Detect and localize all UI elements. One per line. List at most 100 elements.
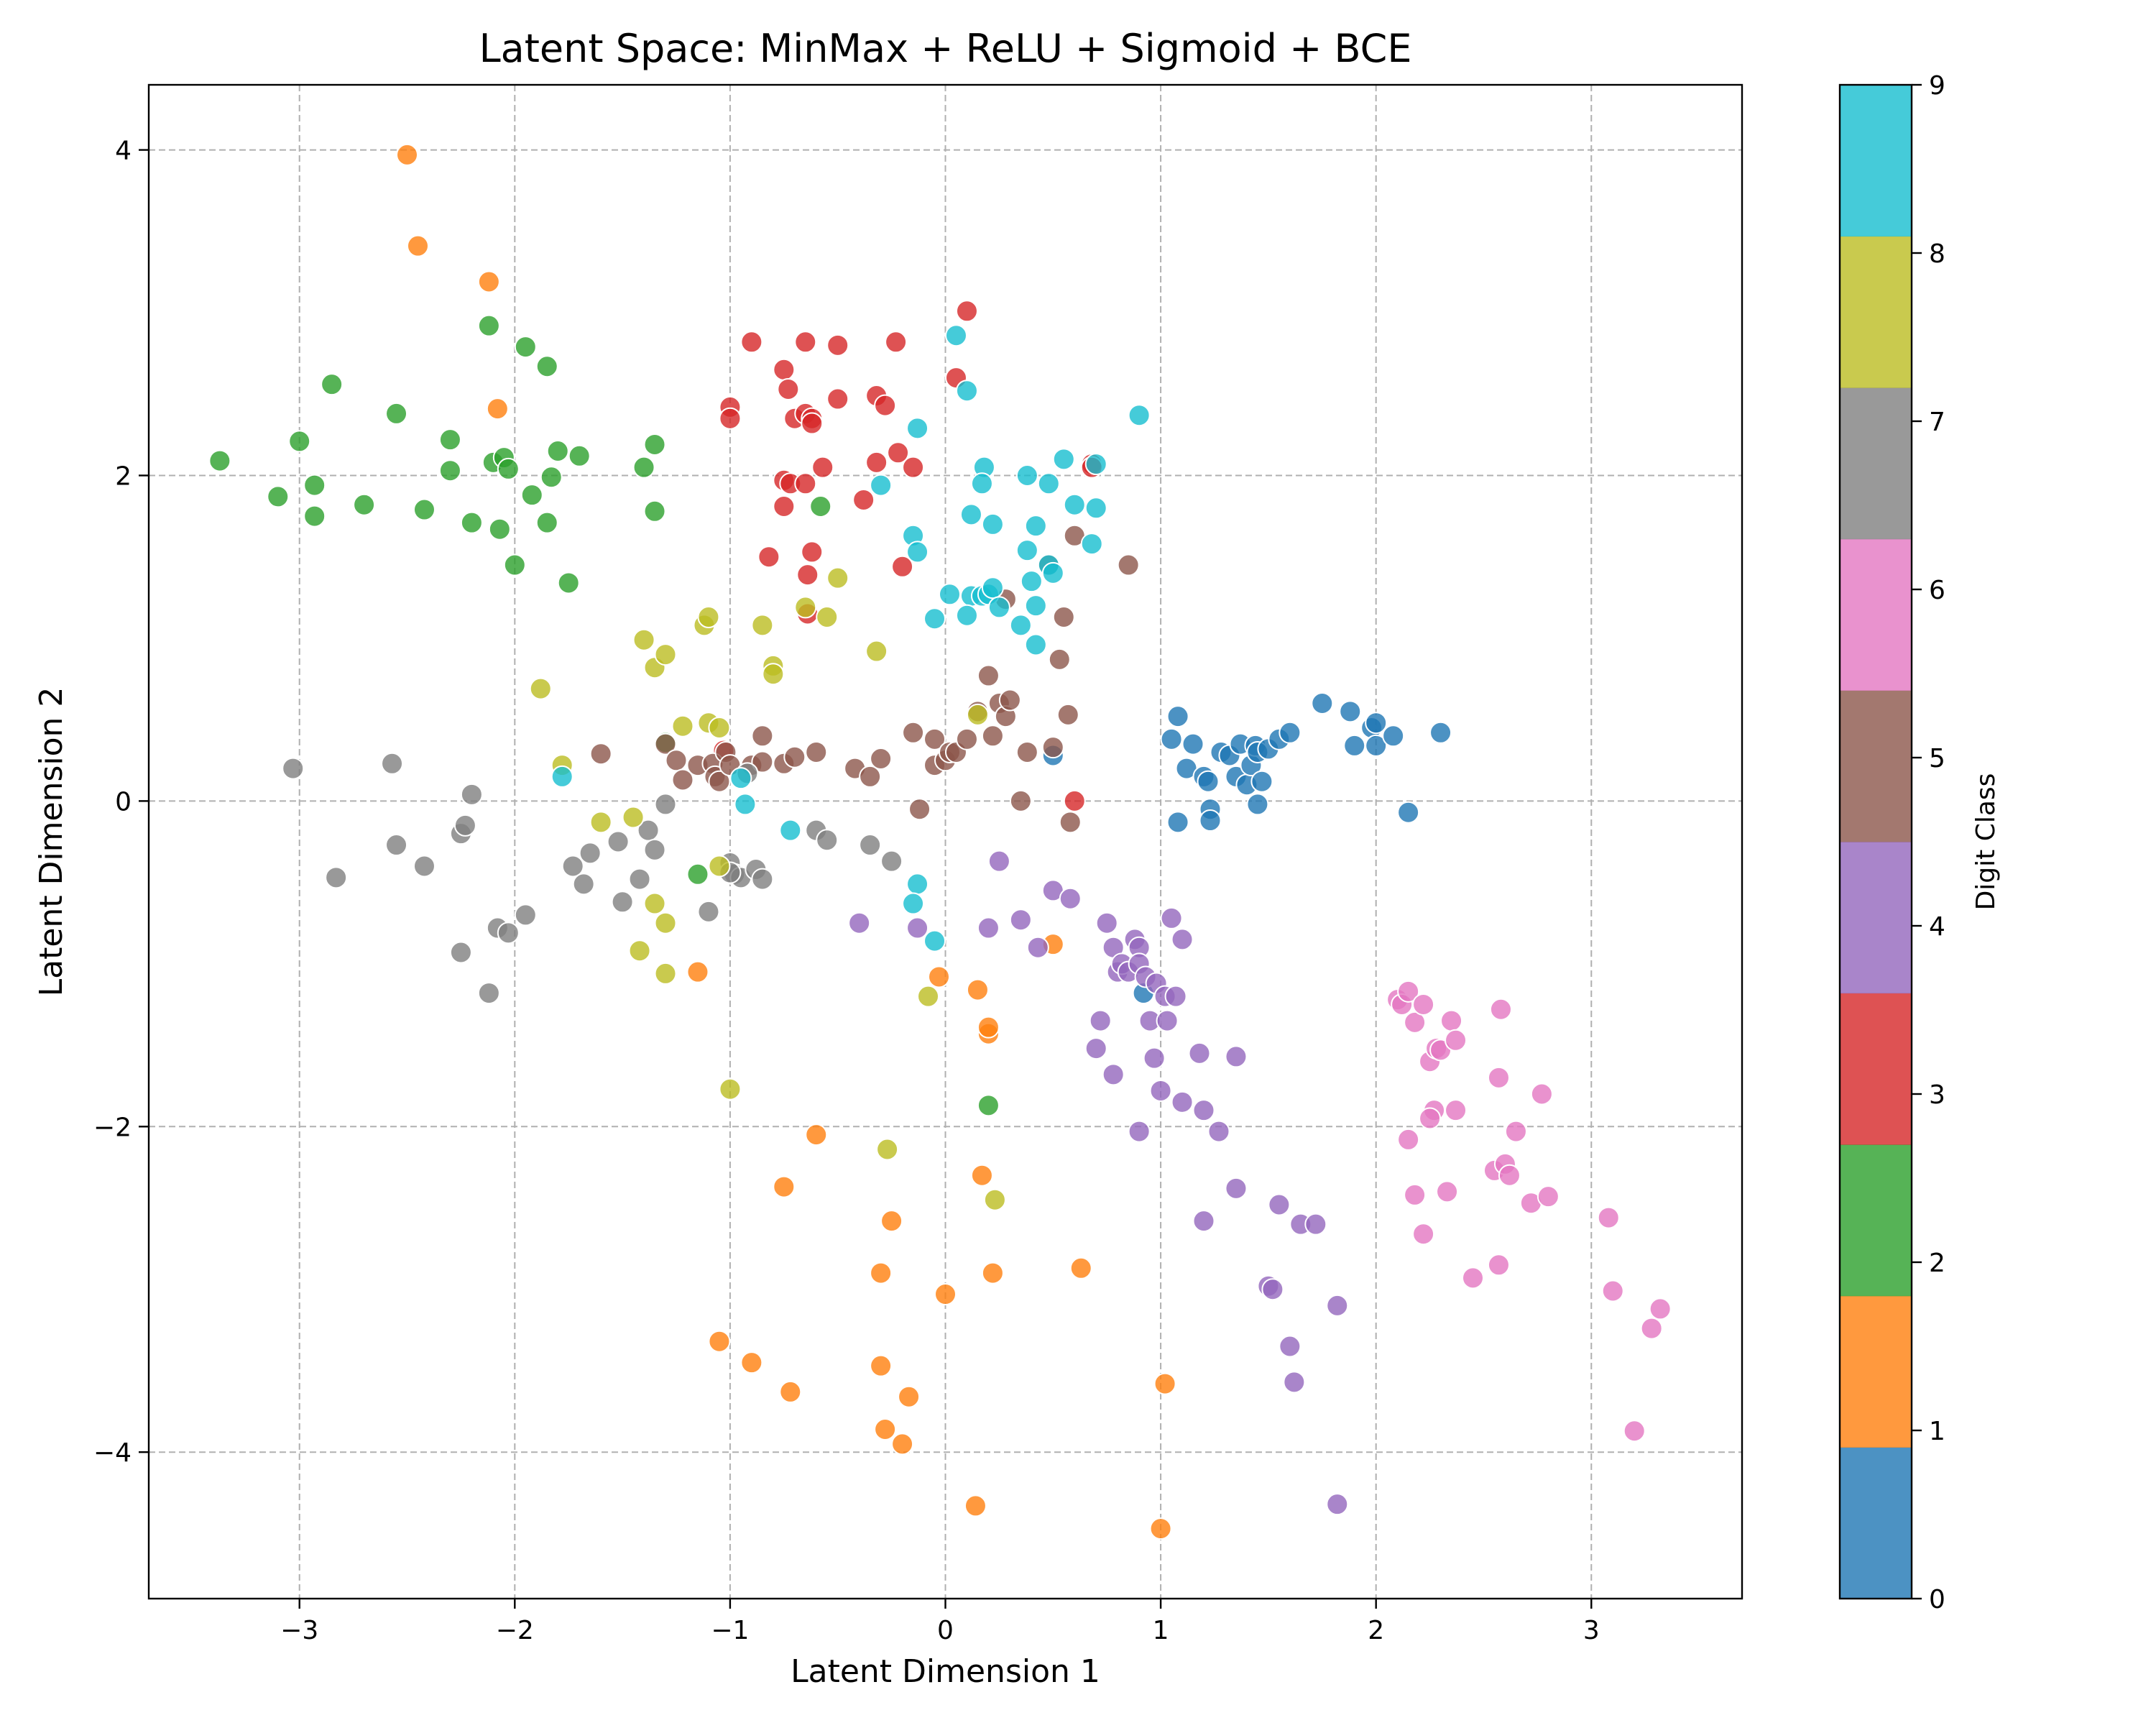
data-point-class-4 — [1143, 1047, 1166, 1070]
data-point-class-2 — [568, 444, 591, 467]
data-point-class-6 — [1504, 1120, 1527, 1143]
data-point-class-3 — [865, 451, 888, 474]
data-point-class-4 — [1095, 911, 1118, 934]
data-point-class-0 — [1181, 732, 1204, 755]
data-point-class-6 — [1404, 1011, 1427, 1034]
data-point-class-7 — [514, 904, 537, 927]
data-point-class-9 — [1037, 472, 1060, 495]
data-point-class-7 — [497, 922, 520, 945]
x-tick-label: 3 — [1583, 1616, 1600, 1645]
data-point-class-1 — [477, 270, 500, 293]
colorbar-segment-1 — [1840, 1295, 1912, 1448]
colorbar-segment-5 — [1840, 690, 1912, 842]
data-point-class-4 — [1207, 1120, 1230, 1143]
data-point-class-1 — [486, 397, 509, 420]
data-point-class-9 — [944, 324, 967, 347]
data-point-class-7 — [385, 834, 408, 857]
data-point-class-5 — [751, 750, 774, 773]
data-point-class-6 — [1597, 1206, 1620, 1229]
data-point-class-0 — [1339, 700, 1362, 723]
data-point-class-8 — [865, 640, 888, 663]
data-point-class-6 — [1487, 1066, 1510, 1089]
data-point-class-6 — [1649, 1297, 1672, 1320]
data-point-class-7 — [643, 838, 666, 861]
data-point-class-9 — [906, 417, 929, 440]
data-point-class-6 — [1530, 1083, 1553, 1106]
data-point-class-4 — [1164, 985, 1187, 1008]
data-point-class-1 — [964, 1494, 987, 1517]
data-point-class-9 — [1128, 404, 1151, 427]
data-point-class-7 — [751, 868, 774, 891]
data-point-class-1 — [686, 960, 709, 983]
colorbar-tick-label: 7 — [1929, 408, 1945, 437]
data-point-class-4 — [1059, 887, 1082, 910]
data-point-class-3 — [794, 472, 817, 495]
data-point-class-0 — [1166, 705, 1189, 728]
data-point-class-4 — [1009, 909, 1032, 932]
data-point-class-4 — [1128, 1120, 1151, 1143]
data-point-class-2 — [438, 459, 461, 482]
data-point-class-8 — [751, 614, 774, 637]
data-point-class-7 — [697, 900, 720, 923]
data-point-class-7 — [413, 855, 436, 878]
data-point-class-9 — [1080, 533, 1103, 556]
y-axis-label: Latent Dimension 2 — [33, 687, 70, 997]
data-point-class-5 — [902, 721, 925, 744]
data-point-class-0 — [1160, 727, 1183, 750]
data-point-class-8 — [589, 811, 612, 834]
data-point-class-5 — [1048, 648, 1071, 671]
data-point-class-3 — [801, 541, 824, 564]
data-point-class-0 — [1279, 721, 1302, 744]
data-point-class-3 — [902, 456, 925, 479]
data-point-class-3 — [773, 358, 796, 381]
data-point-class-6 — [1397, 1128, 1420, 1151]
colorbar-segment-3 — [1840, 993, 1912, 1145]
data-point-class-9 — [981, 576, 1004, 599]
data-point-class-5 — [805, 740, 828, 763]
data-point-class-2 — [503, 553, 526, 576]
data-point-class-5 — [751, 725, 774, 748]
data-point-class-1 — [880, 1210, 903, 1233]
y-tick-label: −2 — [93, 1113, 132, 1142]
data-point-class-3 — [740, 331, 763, 354]
data-point-class-6 — [1436, 1180, 1459, 1203]
data-point-class-0 — [1365, 734, 1388, 757]
data-point-class-2 — [477, 314, 500, 337]
data-points — [208, 143, 1672, 1540]
data-point-class-3 — [777, 377, 800, 400]
data-point-class-3 — [955, 300, 978, 323]
colorbar-segment-2 — [1840, 1144, 1912, 1297]
data-point-class-2 — [321, 373, 344, 396]
data-point-class-1 — [977, 1016, 1000, 1039]
data-point-class-5 — [654, 732, 677, 755]
data-point-class-4 — [1171, 928, 1194, 951]
data-point-class-6 — [1440, 1009, 1463, 1032]
data-point-class-4 — [1225, 1045, 1248, 1068]
data-point-class-9 — [550, 765, 573, 788]
data-point-class-3 — [757, 546, 780, 569]
data-point-class-2 — [413, 498, 436, 521]
data-point-class-9 — [1052, 448, 1075, 471]
x-tick-label: 0 — [937, 1616, 954, 1645]
data-point-class-8 — [671, 714, 694, 737]
data-point-class-9 — [1024, 594, 1047, 617]
data-point-class-9 — [1063, 493, 1086, 516]
data-point-class-3 — [826, 334, 849, 357]
colorbar-segment-0 — [1840, 1447, 1912, 1599]
colorbar-tick-label: 5 — [1929, 744, 1945, 773]
data-point-class-3 — [773, 495, 796, 518]
data-point-class-2 — [497, 457, 520, 480]
data-point-class-2 — [632, 456, 655, 479]
colorbar-segment-6 — [1840, 538, 1912, 691]
data-point-class-9 — [959, 503, 982, 526]
data-point-class-9 — [1024, 515, 1047, 538]
data-point-class-9 — [938, 583, 961, 606]
data-point-class-7 — [561, 855, 584, 878]
data-point-class-2 — [520, 484, 543, 507]
data-point-class-4 — [1192, 1210, 1215, 1233]
data-point-class-6 — [1462, 1267, 1485, 1290]
data-point-class-1 — [934, 1283, 957, 1306]
data-point-class-9 — [970, 472, 993, 495]
data-point-class-0 — [1166, 811, 1189, 834]
data-point-class-9 — [1009, 614, 1032, 637]
